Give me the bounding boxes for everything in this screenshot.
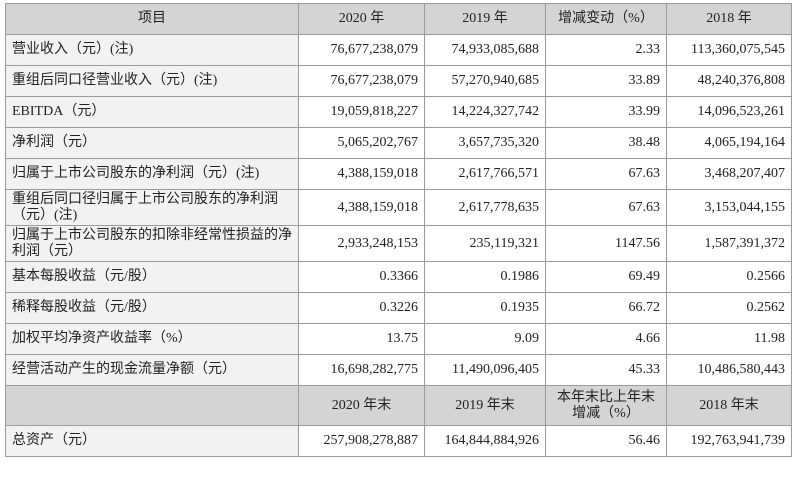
value-cell: 33.99 (545, 96, 667, 128)
header-row: 2020 年末 2019 年末 本年末比上年末增减（%） 2018 年末 (5, 385, 792, 426)
value-cell: 48,240,376,808 (666, 65, 792, 97)
header-cell: 2019 年末 (424, 385, 546, 426)
row-label: 稀释每股收益（元/股） (5, 292, 299, 324)
row-label: 归属于上市公司股东的净利润（元）(注) (5, 158, 299, 190)
data-row: 归属于上市公司股东的扣除非经常性损益的净利润（元） 2,933,248,153 23… (5, 225, 792, 262)
data-row: 重组后同口径营业收入（元）(注) 76,677,238,079 57,270,940… (5, 65, 792, 97)
header-cell: 2018 年末 (666, 385, 792, 426)
value-cell: 3,468,207,407 (666, 158, 792, 190)
header-cell: 本年末比上年末增减（%） (545, 385, 667, 426)
data-row: 重组后同口径归属于上市公司股东的净利润（元）(注) 4,388,159,018 2,… (5, 189, 792, 226)
value-cell: 0.2562 (666, 292, 792, 324)
value-cell: 67.63 (545, 158, 667, 190)
value-cell: 4,388,159,018 (298, 189, 425, 226)
value-cell: 2,933,248,153 (298, 225, 425, 262)
row-label: 重组后同口径归属于上市公司股东的净利润（元）(注) (5, 189, 299, 226)
value-cell: 3,153,044,155 (666, 189, 792, 226)
value-cell: 38.48 (545, 127, 667, 159)
value-cell: 1147.56 (545, 225, 667, 262)
data-row: 净利润（元） 5,065,202,767 3,657,735,320 38.48 4,0… (5, 127, 792, 159)
value-cell: 1,587,391,372 (666, 225, 792, 262)
value-cell: 76,677,238,079 (298, 65, 425, 97)
value-cell: 14,224,327,742 (424, 96, 546, 128)
value-cell: 2,617,778,635 (424, 189, 546, 226)
value-cell: 2.33 (545, 34, 667, 66)
value-cell: 0.1935 (424, 292, 546, 324)
value-cell: 164,844,884,926 (424, 425, 546, 457)
row-label: EBITDA（元） (5, 96, 299, 128)
row-label: 总资产（元） (5, 425, 299, 457)
row-label: 加权平均净资产收益率（%） (5, 323, 299, 355)
value-cell: 76,677,238,079 (298, 34, 425, 66)
value-cell: 0.2566 (666, 261, 792, 293)
data-row: 加权平均净资产收益率（%） 13.75 9.09 4.66 11.98 (5, 323, 792, 355)
row-label: 营业收入（元）(注) (5, 34, 299, 66)
financial-table: 项目 2020 年 2019 年增减变动（%） 2018 年营业收入（元）(注) 76,… (5, 3, 792, 457)
value-cell: 2,617,766,571 (424, 158, 546, 190)
header-cell: 2019 年 (424, 3, 546, 35)
value-cell: 67.63 (545, 189, 667, 226)
data-row: EBITDA（元） 19,059,818,227 14,224,327,742 33.… (5, 96, 792, 128)
value-cell: 5,065,202,767 (298, 127, 425, 159)
row-label: 归属于上市公司股东的扣除非经常性损益的净利润（元） (5, 225, 299, 262)
value-cell: 9.09 (424, 323, 546, 355)
value-cell: 45.33 (545, 354, 667, 386)
row-label: 经营活动产生的现金流量净额（元） (5, 354, 299, 386)
data-row: 归属于上市公司股东的净利润（元）(注) 4,388,159,018 2,617,76… (5, 158, 792, 190)
value-cell: 13.75 (298, 323, 425, 355)
data-row: 基本每股收益（元/股） 0.3366 0.1986 69.49 0.2566 (5, 261, 792, 293)
value-cell: 11.98 (666, 323, 792, 355)
value-cell: 4.66 (545, 323, 667, 355)
row-label: 重组后同口径营业收入（元）(注) (5, 65, 299, 97)
value-cell: 10,486,580,443 (666, 354, 792, 386)
value-cell: 257,908,278,887 (298, 425, 425, 457)
data-row: 营业收入（元）(注) 76,677,238,079 74,933,085,688 2.… (5, 34, 792, 66)
value-cell: 19,059,818,227 (298, 96, 425, 128)
value-cell: 113,360,075,545 (666, 34, 792, 66)
value-cell: 56.46 (545, 425, 667, 457)
value-cell: 4,065,194,164 (666, 127, 792, 159)
header-cell (5, 385, 299, 426)
value-cell: 0.1986 (424, 261, 546, 293)
value-cell: 69.49 (545, 261, 667, 293)
value-cell: 57,270,940,685 (424, 65, 546, 97)
row-label: 基本每股收益（元/股） (5, 261, 299, 293)
value-cell: 0.3226 (298, 292, 425, 324)
header-cell: 2020 年末 (298, 385, 425, 426)
value-cell: 11,490,096,405 (424, 354, 546, 386)
data-row: 稀释每股收益（元/股） 0.3226 0.1935 66.72 0.2562 (5, 292, 792, 324)
header-row: 项目 2020 年 2019 年增减变动（%） 2018 年 (5, 3, 792, 35)
header-cell: 2020 年 (298, 3, 425, 35)
value-cell: 0.3366 (298, 261, 425, 293)
value-cell: 33.89 (545, 65, 667, 97)
value-cell: 4,388,159,018 (298, 158, 425, 190)
value-cell: 192,763,941,739 (666, 425, 792, 457)
row-label: 净利润（元） (5, 127, 299, 159)
table-body: 项目 2020 年 2019 年增减变动（%） 2018 年营业收入（元）(注) 76,… (5, 3, 792, 457)
value-cell: 74,933,085,688 (424, 34, 546, 66)
value-cell: 3,657,735,320 (424, 127, 546, 159)
data-row: 总资产（元） 257,908,278,887 164,844,884,926 56.4… (5, 425, 792, 457)
data-row: 经营活动产生的现金流量净额（元） 16,698,282,775 11,490,096… (5, 354, 792, 386)
value-cell: 235,119,321 (424, 225, 546, 262)
value-cell: 16,698,282,775 (298, 354, 425, 386)
header-cell: 增减变动（%） (545, 3, 667, 35)
value-cell: 14,096,523,261 (666, 96, 792, 128)
value-cell: 66.72 (545, 292, 667, 324)
header-cell: 项目 (5, 3, 299, 35)
header-cell: 2018 年 (666, 3, 792, 35)
